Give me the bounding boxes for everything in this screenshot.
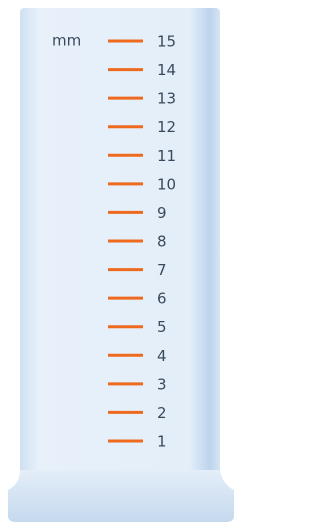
- scale-label: 8: [157, 233, 167, 251]
- scale-label: 15: [157, 33, 176, 51]
- scale-label: 12: [157, 118, 176, 136]
- scale-label: 3: [157, 375, 167, 393]
- scale-label: 1: [157, 433, 167, 451]
- unit-label: mm: [52, 32, 81, 50]
- scale-label: 13: [157, 90, 176, 108]
- page: mm 123456789101112131415 (() => { const …: [0, 0, 320, 525]
- scale-label: 9: [157, 204, 167, 222]
- scale-label: 11: [157, 147, 176, 165]
- scale-label: 2: [157, 404, 167, 422]
- scale-label: 6: [157, 290, 167, 308]
- scale-label: 7: [157, 261, 167, 279]
- scale-label: 10: [157, 175, 176, 193]
- scale-label: 5: [157, 318, 167, 336]
- cylinder-body: [20, 8, 220, 478]
- scale-label: 14: [157, 61, 176, 79]
- scale-label: 4: [157, 347, 167, 365]
- cylinder-base: [8, 470, 234, 522]
